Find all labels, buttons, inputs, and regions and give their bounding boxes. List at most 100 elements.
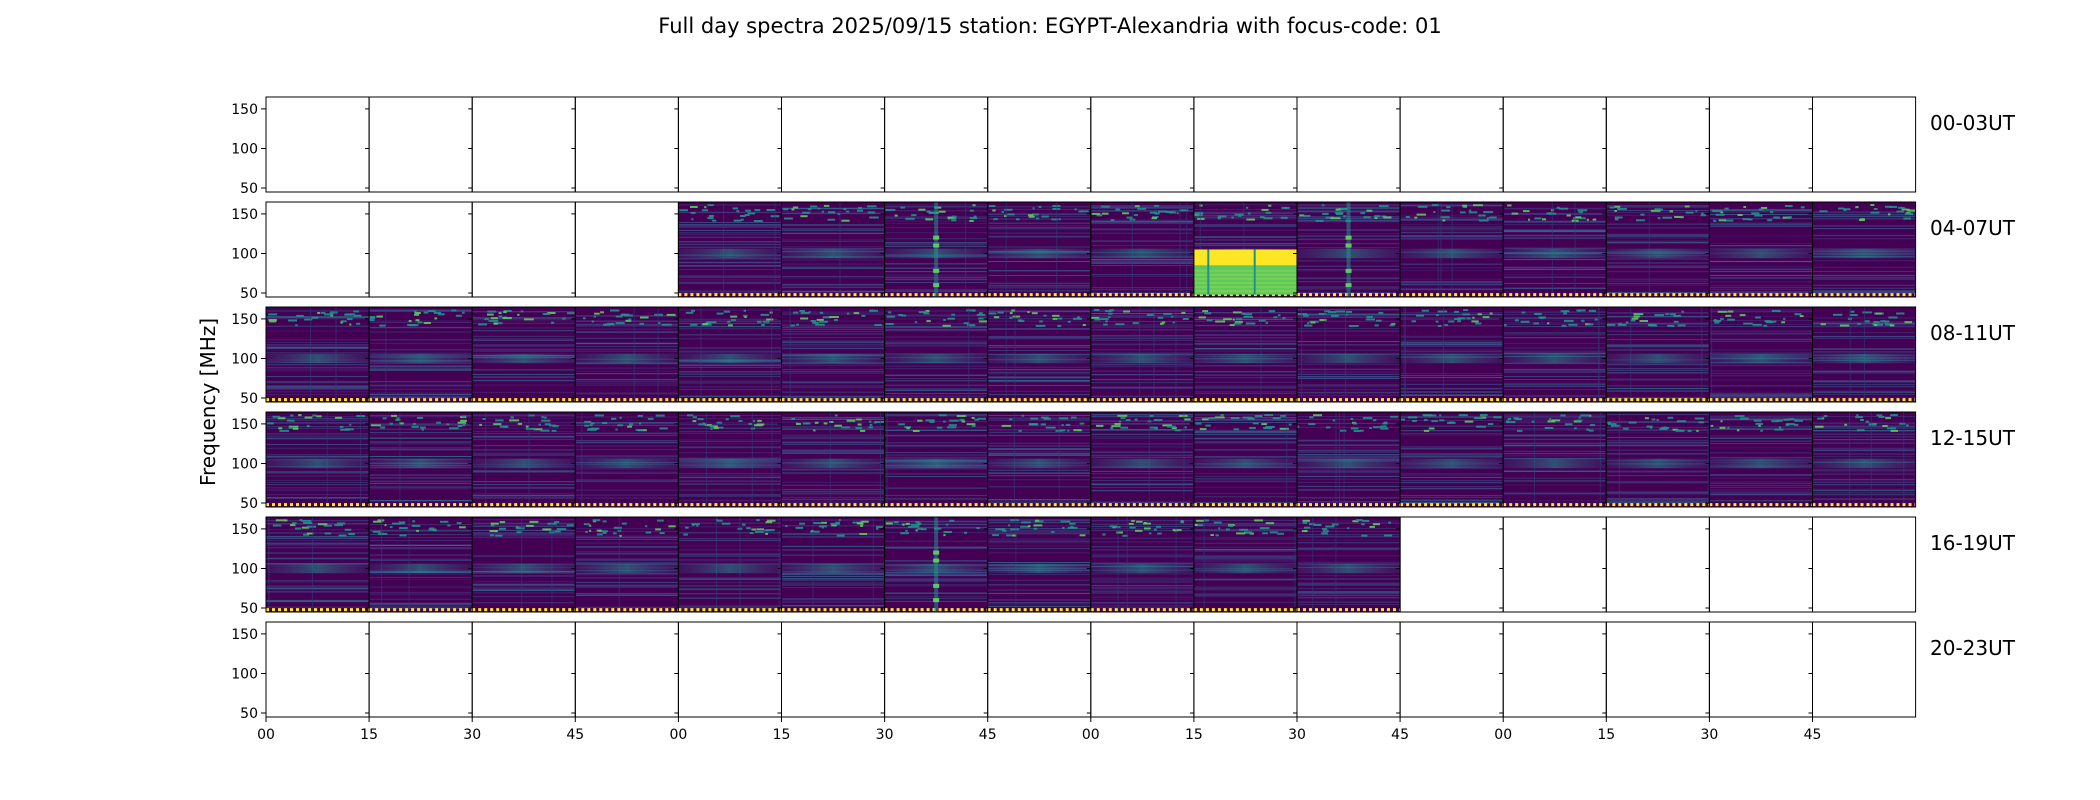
- empty-panel: [471, 621, 576, 718]
- x-tick-label: 15: [773, 727, 791, 743]
- row-label: 16-19UT: [1930, 531, 2016, 555]
- spectrum-panel: [1399, 306, 1504, 403]
- spectrum-panel: [574, 306, 679, 403]
- spectrum-panel: [1399, 201, 1504, 298]
- x-tick-label: 00: [1494, 727, 1512, 743]
- x-tick-label: 45: [566, 727, 584, 743]
- spectrum-panel: [987, 411, 1092, 508]
- y-tick-label: 150: [231, 312, 258, 328]
- empty-panel: [1708, 96, 1814, 193]
- spectrum-panel: [1296, 306, 1401, 403]
- empty-panel: [574, 621, 679, 718]
- empty-panel: [1399, 96, 1504, 193]
- x-tick-label: 45: [1804, 727, 1822, 743]
- spectrum-panel: [1090, 201, 1195, 298]
- row-label: 00-03UT: [1930, 111, 2016, 135]
- empty-panel: [265, 621, 370, 718]
- spectrum-panel: [884, 201, 989, 298]
- empty-panel: [1193, 96, 1298, 193]
- spectrum-panel: [1090, 306, 1195, 403]
- row-label: 12-15UT: [1930, 426, 2016, 450]
- empty-panel: [574, 96, 679, 193]
- row-label: 04-07UT: [1930, 216, 2016, 240]
- y-tick-label: 150: [231, 522, 258, 538]
- row-00-03ut: 50 100 150 00-03UT: [231, 96, 2016, 197]
- spectra-grid: 50 100 150 00-03UT 50 100 150 04-07UT 50 100 150 08…: [231, 96, 2016, 743]
- empty-panel: [471, 96, 576, 193]
- x-tick-label: 30: [463, 727, 481, 743]
- y-axis-label: Frequency [MHz]: [196, 318, 220, 486]
- spectrum-panel: [265, 411, 370, 508]
- spectrum-panel: [574, 516, 679, 613]
- spectrum-panel: [884, 411, 989, 508]
- spectrum-panel: [368, 411, 473, 508]
- spectrum-panel: [1812, 306, 1917, 403]
- empty-panel: [884, 96, 989, 193]
- spectrum-panel: [987, 516, 1092, 613]
- spectrum-panel: [1193, 201, 1298, 298]
- empty-panel: [677, 621, 783, 718]
- spectrum-panel: [781, 411, 886, 508]
- spectrum-panel: [1708, 306, 1814, 403]
- spectrum-panel: [781, 306, 886, 403]
- spectrum-panel: [884, 306, 989, 403]
- spectrum-panel: [471, 306, 576, 403]
- spectrum-panel: [781, 201, 886, 298]
- row-12-15ut: 50 100 150 12-15UT: [231, 411, 2016, 512]
- empty-panel: [1812, 621, 1917, 718]
- empty-panel: [1090, 96, 1195, 193]
- empty-panel: [1502, 516, 1607, 613]
- empty-panel: [987, 621, 1092, 718]
- x-tick-label: 30: [1700, 727, 1718, 743]
- empty-panel: [884, 621, 989, 718]
- y-tick-label: 50: [240, 286, 258, 302]
- spectrum-panel: [1296, 516, 1401, 613]
- y-tick-label: 150: [231, 417, 258, 433]
- spectrum-panel: [1605, 201, 1710, 298]
- x-tick-label: 30: [1288, 727, 1306, 743]
- x-tick-label: 15: [1597, 727, 1615, 743]
- spectrum-panel: [1605, 306, 1710, 403]
- empty-panel: [265, 96, 370, 193]
- empty-panel: [471, 201, 576, 298]
- x-tick-label: 15: [1185, 727, 1203, 743]
- spectrum-panel: [1605, 411, 1710, 508]
- spectrum-panel: [1296, 201, 1401, 298]
- spectrum-panel: [1399, 411, 1504, 508]
- empty-panel: [1502, 621, 1607, 718]
- spectrum-panel: [1193, 411, 1298, 508]
- empty-panel: [677, 96, 783, 193]
- empty-panel: [1502, 96, 1607, 193]
- empty-panel: [1605, 621, 1710, 718]
- spectrum-panel: [368, 306, 473, 403]
- empty-panel: [987, 96, 1092, 193]
- empty-panel: [1708, 516, 1814, 613]
- spectrum-panel: [1812, 201, 1917, 298]
- empty-panel: [1090, 621, 1195, 718]
- spectrum-panel: [265, 306, 370, 403]
- y-tick-label: 100: [231, 457, 258, 473]
- spectrum-panel: [677, 411, 783, 508]
- spectrum-panel: [1502, 306, 1607, 403]
- y-tick-label: 50: [240, 496, 258, 512]
- y-tick-label: 100: [231, 352, 258, 368]
- spectrum-panel: [1502, 201, 1607, 298]
- empty-panel: [368, 201, 473, 298]
- spectrum-panel: [368, 516, 473, 613]
- y-tick-label: 100: [231, 562, 258, 578]
- row-label: 08-11UT: [1930, 321, 2016, 345]
- spectrum-panel: [1812, 411, 1917, 508]
- row-20-23ut: 50 100 150 20-23UT: [231, 621, 2016, 722]
- spectrum-panel: [884, 516, 989, 613]
- chart-title: Full day spectra 2025/09/15 station: EGY…: [658, 14, 1441, 38]
- empty-panel: [368, 96, 473, 193]
- y-tick-label: 50: [240, 601, 258, 617]
- x-tick-label: 00: [1082, 727, 1100, 743]
- spectrum-panel: [677, 306, 783, 403]
- row-08-11ut: 50 100 150 08-11UT: [231, 306, 2016, 407]
- empty-panel: [1708, 621, 1814, 718]
- x-tick-label: 30: [876, 727, 894, 743]
- spectrum-panel: [1708, 201, 1814, 298]
- empty-panel: [1399, 621, 1504, 718]
